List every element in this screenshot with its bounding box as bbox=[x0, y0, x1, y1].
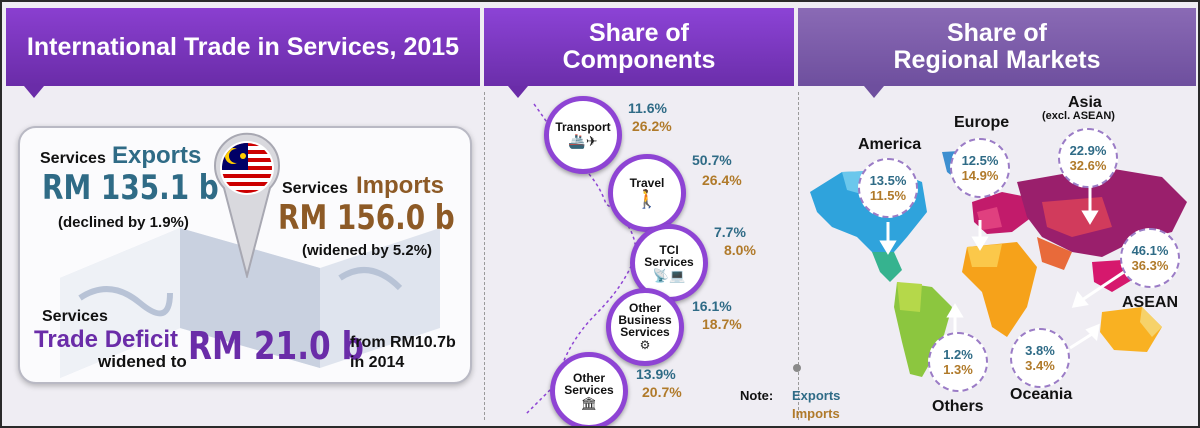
markets-title-line1: Share of bbox=[946, 19, 1047, 47]
exports-note: (declined by 1.9%) bbox=[58, 214, 189, 231]
exports-value: RM 135.1 b bbox=[42, 168, 219, 208]
component-label: TCI Services bbox=[644, 242, 694, 269]
tci-exports: 7.7% bbox=[714, 224, 746, 240]
component-transport: Transport 🚢✈ bbox=[544, 96, 622, 174]
market-name-america: America bbox=[858, 136, 922, 153]
trade-summary-card: Services Exports RM 135.1 b (declined by… bbox=[18, 126, 472, 384]
market-imports: 3.4% bbox=[1025, 358, 1055, 373]
market-imports: 36.3% bbox=[1131, 258, 1169, 273]
market-exports: 13.5% bbox=[869, 173, 907, 188]
traveler-luggage-icon: 🚶 bbox=[635, 189, 659, 209]
component-label: Other Business Services bbox=[618, 301, 672, 339]
market-exports: 22.9% bbox=[1069, 143, 1107, 158]
transport-imports: 26.2% bbox=[632, 118, 672, 134]
markets-title-line2: Regional Markets bbox=[893, 46, 1101, 74]
market-exports: 1.2% bbox=[943, 347, 973, 362]
market-others: 1.2% 1.3% bbox=[928, 332, 988, 392]
title-banner: International Trade in Services, 2015 bbox=[6, 8, 480, 86]
banner-pointer bbox=[24, 86, 44, 98]
market-europe: 12.5% 14.9% bbox=[950, 138, 1010, 198]
building-people-icon: 🏛 bbox=[580, 395, 598, 411]
components-pointer bbox=[508, 86, 528, 98]
other-business-exports: 16.1% bbox=[692, 298, 732, 314]
other-business-imports: 18.7% bbox=[702, 316, 742, 332]
market-asean: 46.1% 36.3% bbox=[1120, 228, 1180, 288]
component-label: Transport bbox=[555, 120, 611, 134]
market-name-asean: ASEAN bbox=[1122, 294, 1179, 311]
component-travel: Travel 🚶 bbox=[608, 154, 686, 232]
component-other-business-services: Other Business Services ⚙ bbox=[606, 288, 684, 366]
market-imports: 14.9% bbox=[961, 168, 999, 183]
ship-truck-plane-icon: 🚢✈ bbox=[568, 133, 598, 149]
folded-map-background bbox=[60, 228, 440, 378]
divider-dot bbox=[793, 364, 801, 372]
market-asia: 22.9% 32.6% bbox=[1058, 128, 1118, 188]
exports-prefix: Services bbox=[40, 150, 106, 167]
travel-imports: 26.4% bbox=[702, 172, 742, 188]
market-exports: 46.1% bbox=[1131, 243, 1169, 258]
map-arrows bbox=[879, 182, 1125, 350]
components-title-line2: Components bbox=[562, 46, 716, 74]
market-name-oceania: Oceania bbox=[1010, 386, 1073, 403]
components-title-line1: Share of bbox=[588, 19, 690, 47]
satellite-computer-icon: 📡💻 bbox=[652, 267, 686, 283]
malaysia-flag-pin-icon bbox=[214, 132, 280, 278]
page-title: International Trade in Services, 2015 bbox=[26, 32, 460, 61]
deficit-widened-label: widened to bbox=[98, 352, 187, 371]
tci-imports: 8.0% bbox=[724, 242, 756, 258]
markets-pointer bbox=[864, 86, 884, 98]
other-services-imports: 20.7% bbox=[642, 384, 682, 400]
component-label: Travel bbox=[629, 176, 665, 190]
market-subname-asia: (excl. ASEAN) bbox=[1042, 110, 1115, 122]
market-oceania: 3.8% 3.4% bbox=[1010, 328, 1070, 388]
markets-banner: Share of Regional Markets bbox=[798, 8, 1196, 86]
component-label: Other Services bbox=[564, 370, 614, 397]
deficit-word: Trade Deficit bbox=[34, 326, 179, 353]
deficit-value: RM 21.0 b bbox=[188, 324, 364, 368]
deficit-prefix: Services bbox=[42, 308, 108, 325]
component-tci-services: TCI Services 📡💻 bbox=[630, 224, 708, 302]
note-imports: Imports bbox=[792, 406, 840, 421]
imports-value: RM 156.0 b bbox=[278, 198, 455, 238]
market-name-asia: Asia bbox=[1068, 94, 1102, 111]
note-exports: Exports bbox=[792, 388, 841, 403]
market-imports: 11.5% bbox=[869, 188, 907, 203]
imports-note: (widened by 5.2%) bbox=[302, 242, 433, 259]
travel-exports: 50.7% bbox=[692, 152, 732, 168]
market-imports: 32.6% bbox=[1069, 158, 1107, 173]
exports-word: Exports bbox=[112, 142, 202, 169]
market-imports: 1.3% bbox=[943, 362, 973, 377]
market-name-europe: Europe bbox=[954, 114, 1010, 131]
tower-gears-icon: ⚙ bbox=[639, 338, 651, 352]
deficit-from: from RM10.7b bbox=[350, 334, 456, 351]
divider-right bbox=[798, 92, 799, 420]
divider-left bbox=[484, 92, 485, 420]
imports-word: Imports bbox=[356, 172, 445, 199]
imports-prefix: Services bbox=[282, 180, 348, 197]
market-exports: 12.5% bbox=[961, 153, 999, 168]
note-label: Note: bbox=[740, 388, 774, 403]
component-other-services: Other Services 🏛 bbox=[550, 352, 628, 426]
components-banner: Share of Components bbox=[484, 8, 794, 86]
market-america: 13.5% 11.5% bbox=[858, 158, 918, 218]
market-name-others: Others bbox=[932, 398, 984, 415]
transport-exports: 11.6% bbox=[628, 100, 667, 116]
market-exports: 3.8% bbox=[1025, 343, 1055, 358]
deficit-year: in 2014 bbox=[350, 354, 405, 371]
other-services-exports: 13.9% bbox=[636, 366, 676, 382]
